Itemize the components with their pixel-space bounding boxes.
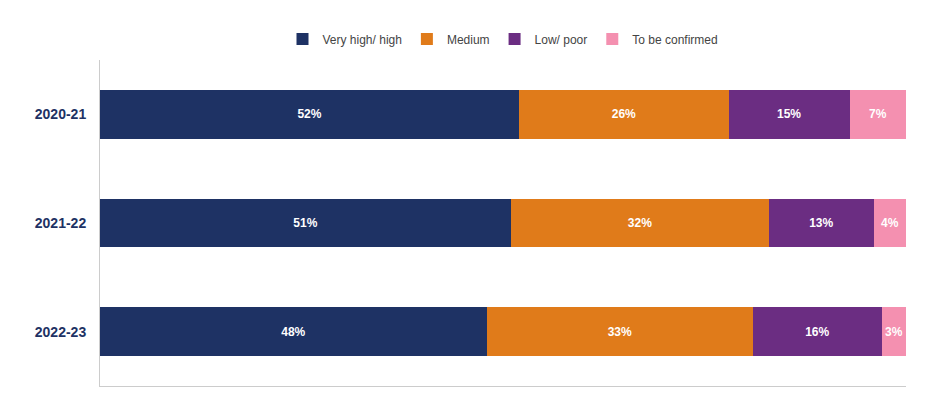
svg-text:7%: 7%: [869, 107, 887, 121]
svg-text:2021-22: 2021-22: [35, 215, 87, 231]
svg-text:13%: 13%: [809, 216, 833, 230]
svg-text:Medium: Medium: [447, 33, 490, 47]
svg-text:15%: 15%: [777, 107, 801, 121]
svg-text:32%: 32%: [628, 216, 652, 230]
svg-text:51%: 51%: [293, 216, 317, 230]
svg-text:2022-23: 2022-23: [35, 324, 87, 340]
svg-text:2020-21: 2020-21: [35, 106, 87, 122]
svg-text:Very high/ high: Very high/ high: [323, 33, 402, 47]
svg-text:Low/ poor: Low/ poor: [535, 33, 588, 47]
svg-text:52%: 52%: [297, 107, 321, 121]
svg-text:48%: 48%: [281, 325, 305, 339]
svg-text:16%: 16%: [805, 325, 829, 339]
svg-text:3%: 3%: [885, 325, 903, 339]
svg-text:33%: 33%: [608, 325, 632, 339]
svg-text:To be confirmed: To be confirmed: [632, 33, 717, 47]
svg-text:26%: 26%: [612, 107, 636, 121]
svg-text:4%: 4%: [881, 216, 899, 230]
